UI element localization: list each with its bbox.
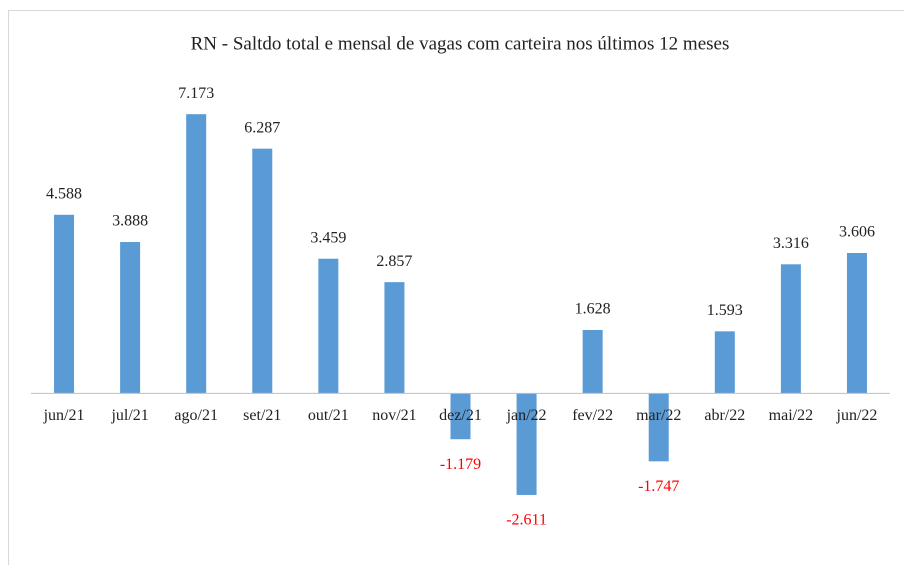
x-tick-label: mai/22 (769, 407, 813, 424)
data-label: 1.593 (707, 302, 743, 319)
x-tick-label: ago/21 (174, 407, 218, 424)
x-tick-label: jul/21 (110, 407, 148, 424)
data-label: 2.857 (376, 253, 412, 270)
bar (780, 264, 801, 394)
bar (516, 393, 537, 495)
x-tick-label: out/21 (308, 407, 349, 424)
data-label: 3.888 (112, 213, 148, 230)
x-tick-label: set/21 (243, 407, 281, 424)
bar (714, 331, 735, 394)
bar (582, 329, 603, 394)
data-label: -1.747 (638, 478, 679, 495)
data-label: 7.173 (178, 85, 214, 102)
x-tick-label: jan/22 (506, 407, 547, 424)
data-label: 4.588 (46, 185, 82, 202)
data-label: 3.606 (839, 224, 875, 241)
bar (846, 252, 867, 394)
chart-frame (8, 10, 904, 565)
bar (252, 148, 273, 394)
x-tick-label: jun/21 (43, 407, 85, 424)
x-tick-label: abr/22 (704, 407, 745, 424)
data-label: 3.459 (310, 229, 346, 246)
bar (384, 282, 405, 394)
bar (186, 114, 207, 394)
data-label: 6.287 (244, 119, 280, 136)
x-tick-label: nov/21 (372, 407, 416, 424)
x-tick-label: dez/21 (439, 407, 482, 424)
bar (120, 242, 141, 394)
data-label: 1.628 (575, 301, 611, 318)
bar (318, 258, 339, 394)
x-tick-label: fev/22 (572, 407, 613, 424)
bar (450, 393, 471, 440)
bar (648, 393, 669, 462)
data-label: -1.179 (440, 456, 481, 473)
chart-title: RN - Saltdo total e mensal de vagas com … (191, 33, 730, 54)
data-label: 3.316 (773, 235, 809, 252)
x-tick-label: jun/22 (836, 407, 878, 424)
bar (54, 214, 75, 394)
x-tick-label: mar/22 (636, 407, 681, 424)
data-label: -2.611 (506, 512, 547, 529)
